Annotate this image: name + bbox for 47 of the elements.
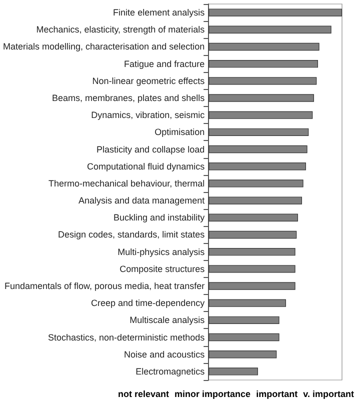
bar — [208, 26, 332, 34]
y-tick-label: Plasticity and collapse load — [96, 144, 205, 154]
y-tick-label: Thermo-mechanical behaviour, thermal — [48, 178, 205, 188]
y-tick-label: Non-linear geometric effects — [92, 76, 206, 86]
y-tick-label: Buckling and instability — [114, 212, 206, 223]
y-tick-label: Optimisation — [154, 127, 205, 138]
y-tick-label: Design codes, standards, limit states — [58, 230, 206, 240]
y-tick-label: Fatigue and fracture — [124, 58, 205, 69]
text: minor importance — [174, 389, 251, 399]
bar — [208, 316, 280, 324]
bar — [208, 333, 280, 342]
bar — [208, 350, 277, 358]
y-tick-label: Computational fluid dynamics — [87, 161, 206, 172]
y-tick-label: Materials modelling, characterisation and selection — [2, 42, 205, 52]
y-tick-label: Mechanics, elasticity, strength of materials — [36, 24, 206, 35]
bar — [208, 60, 318, 68]
y-tick-label: Analysis and data management — [78, 196, 206, 206]
bar — [208, 282, 296, 290]
bar — [208, 248, 296, 256]
y-tick-label: Multi-physics analysis — [118, 246, 206, 257]
y-tick-label: Electromagnetics — [136, 366, 206, 376]
text: important — [256, 389, 298, 399]
bar — [208, 111, 313, 119]
bar — [208, 162, 306, 170]
bar — [208, 196, 302, 204]
bar — [208, 180, 304, 188]
y-tick-label: Creep and time-dependency — [91, 298, 206, 308]
y-tick-label: Multiscale analysis — [130, 315, 206, 326]
y-tick-label: Dynamics, vibration, seismic — [91, 110, 206, 120]
bar — [208, 94, 314, 102]
bar — [208, 265, 296, 273]
y-tick-label: Composite structures — [120, 264, 206, 274]
bar — [208, 128, 309, 136]
y-tick-label: Stochastics, non-deterministic methods — [48, 332, 206, 342]
bar — [208, 42, 320, 51]
text: not relevant — [118, 389, 170, 399]
bar — [208, 368, 258, 376]
bar — [208, 214, 298, 222]
y-tick-label: Finite element analysis — [113, 8, 206, 18]
y-tick-label: Fundamentals of flow, porous media, heat transfer — [4, 281, 205, 291]
y-tick-label: Noise and acoustics — [124, 349, 206, 360]
y-tick-label: Beams, membranes, plates and shells — [52, 93, 206, 103]
bar — [208, 299, 286, 307]
text: v. important — [303, 389, 354, 399]
bar — [208, 145, 308, 154]
bar — [208, 230, 297, 239]
bar — [208, 77, 317, 85]
